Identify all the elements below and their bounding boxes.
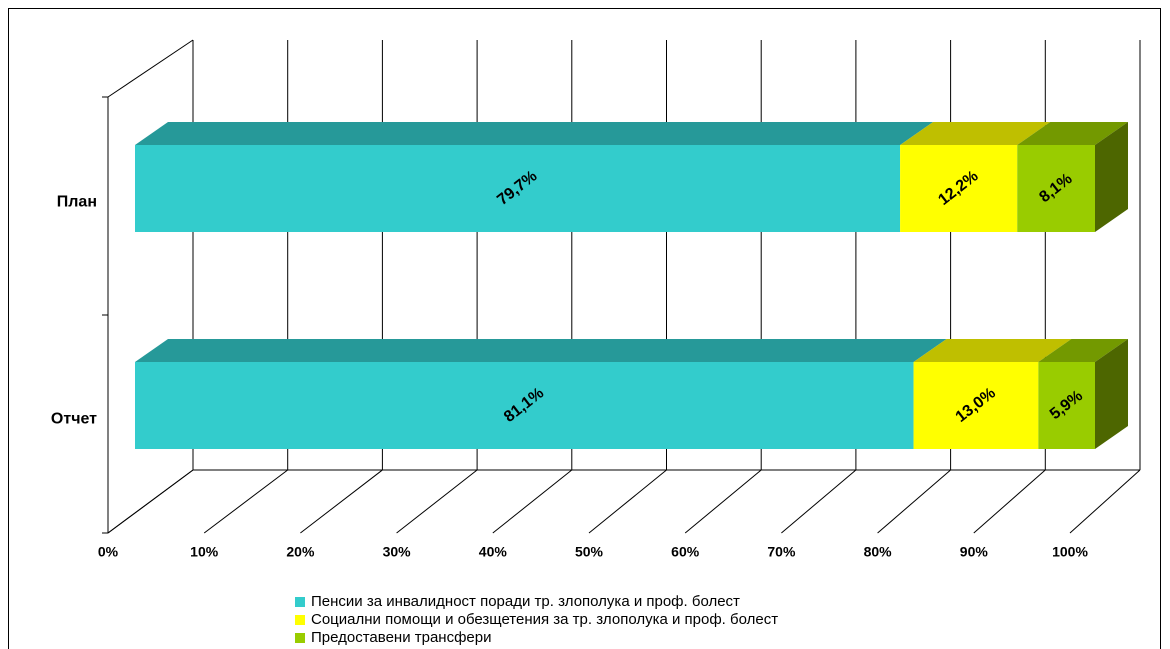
bar (913, 362, 1039, 449)
grid-line (107, 469, 194, 534)
category-label: План (57, 194, 97, 211)
x-tick-label: 10% (190, 544, 219, 560)
legend-label: Пенсии за инвалидност поради тр. злополу… (311, 593, 740, 610)
legend-label: Предоставени трансфери (311, 629, 492, 646)
bar-side (1095, 122, 1128, 232)
bar-top (135, 339, 947, 362)
grid-line (492, 469, 573, 534)
bar (135, 145, 901, 232)
grid-line (396, 469, 478, 534)
x-tick-label: 70% (767, 544, 796, 560)
grid-line (300, 469, 383, 534)
bar (135, 362, 914, 449)
frame (8, 8, 1161, 649)
x-tick-label: 90% (960, 544, 989, 560)
legend-label: Социални помощи и обезщетения за тр. зло… (311, 611, 778, 628)
x-tick-label: 80% (864, 544, 893, 560)
bar-top (1038, 339, 1128, 362)
legend-swatch (295, 597, 305, 607)
x-tick-label: 20% (286, 544, 315, 560)
category-label: Отчет (51, 411, 97, 428)
x-tick-label: 30% (383, 544, 412, 560)
x-tick-label: 0% (98, 544, 119, 560)
x-tick-label: 50% (575, 544, 604, 560)
bar (900, 145, 1018, 232)
x-tick-label: 60% (671, 544, 700, 560)
grid-line (877, 469, 951, 534)
grid-line (203, 469, 289, 534)
bar (1017, 145, 1095, 232)
legend-swatch (295, 633, 305, 643)
bar-top (1017, 122, 1128, 145)
bar-top (900, 122, 1051, 145)
grid-line (973, 469, 1046, 534)
wall-edge (107, 39, 194, 98)
grid-line (684, 469, 762, 534)
bar-top (913, 339, 1072, 362)
bar (1038, 362, 1095, 449)
x-tick-label: 100% (1052, 544, 1088, 560)
grid-line (1069, 469, 1141, 534)
legend-swatch (295, 615, 305, 625)
grid-line (781, 469, 857, 534)
x-tick-label: 40% (479, 544, 508, 560)
grid-line (588, 469, 667, 534)
bar-top (135, 122, 934, 145)
bar-side (1095, 339, 1128, 449)
